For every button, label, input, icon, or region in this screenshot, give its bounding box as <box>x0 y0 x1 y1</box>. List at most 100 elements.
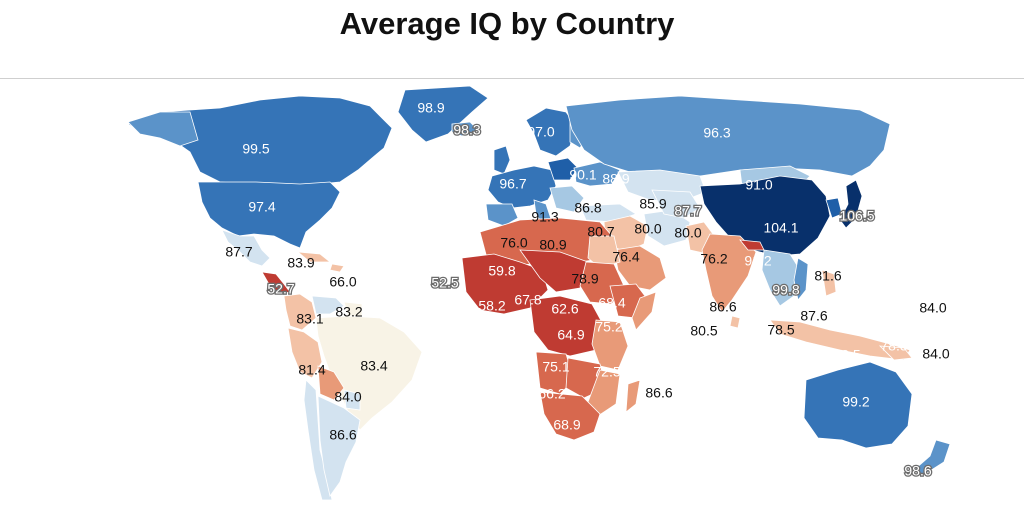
iq-value-label: 80.0 <box>634 221 661 237</box>
iq-value-label: 68.4 <box>598 295 625 311</box>
iq-value-label: 80.7 <box>587 224 614 240</box>
balkans-region <box>549 185 585 213</box>
iq-value-label: 78.5 <box>767 322 794 338</box>
iq-value-label: 97.0 <box>527 124 554 140</box>
peru-region <box>287 327 323 379</box>
iq-value-label: 98.6 <box>904 463 931 479</box>
guyana-region <box>343 301 363 317</box>
iq-value-label: 84.0 <box>334 389 361 405</box>
iq-value-label: 52.5 <box>431 275 458 291</box>
western-europe-region <box>487 165 557 209</box>
iq-value-label: 59.8 <box>488 263 515 279</box>
sahel-region <box>519 249 589 293</box>
png-region <box>878 345 913 361</box>
iq-value-label: 87.7 <box>225 244 252 260</box>
iq-value-label: 83.4 <box>360 358 387 374</box>
iq-value-label: 66.2 <box>538 386 565 402</box>
poland-region <box>547 157 579 181</box>
iq-value-label: 83.2 <box>335 304 362 320</box>
iq-value-label: 87.7 <box>674 203 701 219</box>
iq-value-label: 81.4 <box>298 362 325 378</box>
title-divider <box>0 78 1024 79</box>
korea-region <box>825 197 843 219</box>
iq-value-label: 67.8 <box>514 292 541 308</box>
alaska-region <box>127 111 199 147</box>
iq-value-label: 76.0 <box>500 235 527 251</box>
iq-value-label: 91.2 <box>744 253 771 269</box>
iq-value-label: 75.1 <box>542 359 569 375</box>
iq-value-label: 97.4 <box>248 199 275 215</box>
value-labels: 98.9 98.3 97.0 96.3 99.5 90.1 88.9 91.0 96.7 97.4… <box>225 100 949 480</box>
iberia-region <box>485 203 519 227</box>
iq-value-label: 106.5 <box>839 208 874 224</box>
iq-value-label: 81.6 <box>814 268 841 284</box>
usa-region <box>197 181 341 249</box>
iq-value-label: 78.5 <box>833 347 860 363</box>
colombia-region <box>283 293 317 331</box>
iq-value-label: 86.6 <box>329 427 356 443</box>
argentina-region <box>317 395 361 497</box>
iq-value-label: 88.9 <box>602 171 629 187</box>
iq-value-label: 76.4 <box>612 249 639 265</box>
iq-value-label: 86.8 <box>574 200 601 216</box>
venezuela-region <box>311 295 345 315</box>
cuba-region <box>296 251 332 263</box>
haiti-region <box>329 263 345 273</box>
iq-value-label: 91.3 <box>531 209 558 225</box>
iq-value-label: 85.9 <box>639 196 666 212</box>
iq-value-label: 91.0 <box>745 177 772 193</box>
madagascar-region <box>625 379 641 413</box>
uk-region <box>493 145 511 175</box>
iq-value-label: 98.3 <box>453 122 480 138</box>
iq-value-label: 80.5 <box>690 323 717 339</box>
mexico-region <box>221 229 271 267</box>
bolivia-region <box>317 365 345 401</box>
iq-value-label: 99.5 <box>242 141 269 157</box>
iceland-region <box>451 121 479 137</box>
iq-value-label: 64.9 <box>557 327 584 343</box>
iq-value-label: 80.9 <box>539 237 566 253</box>
sri-lanka-region <box>729 315 741 329</box>
iq-value-label: 90.1 <box>569 167 596 183</box>
iq-value-label: 76.2 <box>700 251 727 267</box>
iq-value-label: 86.6 <box>645 385 672 401</box>
iq-value-label: 78.9 <box>571 271 598 287</box>
iq-value-label: 78.5 <box>880 338 907 354</box>
mozambique-region <box>587 369 621 417</box>
iq-value-label: 96.7 <box>499 176 526 192</box>
southeast-asia-region <box>761 249 801 307</box>
iq-value-label: 72.5 <box>593 364 620 380</box>
iq-value-label: 68.9 <box>553 417 580 433</box>
iq-value-label: 58.2 <box>478 298 505 314</box>
iq-value-label: 62.6 <box>551 301 578 317</box>
iq-value-label: 52.7 <box>267 281 294 297</box>
saudi-region <box>613 245 667 291</box>
iq-value-label: 99.8 <box>772 282 799 298</box>
east-africa-region <box>591 319 629 371</box>
map-title: Average IQ by Country <box>339 6 675 41</box>
russia-region <box>565 95 891 179</box>
iq-value-label: 99.2 <box>842 394 869 410</box>
canada-region <box>127 95 393 187</box>
philippines-region <box>821 269 837 297</box>
iq-value-label: 84.0 <box>919 300 946 316</box>
japan-region <box>839 179 863 229</box>
central-asia-region <box>651 189 701 219</box>
iq-value-label: 83.1 <box>296 311 323 327</box>
iq-value-label: 75.2 <box>595 319 622 335</box>
iq-value-label: 84.0 <box>922 346 949 362</box>
iq-value-label: 98.9 <box>417 100 444 116</box>
australia-region <box>803 361 913 449</box>
iq-value-label: 80.0 <box>674 225 701 241</box>
iq-value-label: 86.6 <box>709 299 736 315</box>
southern-africa-region <box>539 391 601 441</box>
paraguay-region <box>343 389 361 411</box>
ukraine-region <box>573 161 621 187</box>
central-america-region <box>261 271 291 295</box>
country-regions <box>127 85 951 501</box>
greenland-region <box>397 85 489 143</box>
new-zealand-region <box>913 439 951 477</box>
vietnam-region <box>793 257 809 301</box>
brazil-region <box>315 315 423 431</box>
